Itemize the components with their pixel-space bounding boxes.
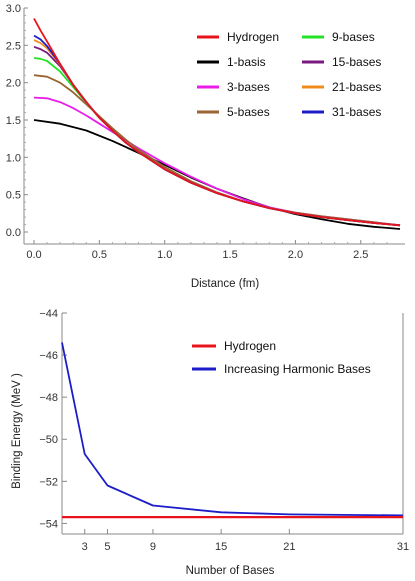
- bottom-series-lines: [61, 342, 404, 519]
- bottom-x-tick-label: 3: [82, 541, 88, 553]
- legend-label: 3-bases: [227, 80, 270, 94]
- top-axes: 0.0 0.5 1.0 1.5 2.0 2.5 3.0 0.0 0.5 1.0 1.5 2.0 2.5: [6, 3, 405, 261]
- top-series-lines: [33, 18, 401, 230]
- top-y-tick-label: 3.0: [6, 3, 21, 15]
- top-x-tick-label: 1.5: [222, 249, 237, 261]
- legend-label: Hydrogen: [224, 339, 276, 353]
- bottom-axes: −44 −46 −48 −50 −52 −54 3 5 9 15 21 31: [39, 308, 409, 553]
- bottom-x-tick-label: 21: [283, 541, 295, 553]
- bottom-y-tick-label: −50: [39, 434, 58, 446]
- top-y-tick-label: 0.5: [6, 190, 21, 202]
- bottom-y-tick-label: −44: [39, 308, 58, 320]
- top-x-tick-label: 0.5: [92, 249, 107, 261]
- bottom-y-tick-label: −46: [39, 350, 58, 362]
- top-x-tick-label: 2.0: [288, 249, 303, 261]
- legend-label: 1-basis: [227, 55, 266, 69]
- legend-label: 31-bases: [332, 105, 381, 119]
- bottom-y-axis-title: Binding Energy (MeV ): [11, 373, 23, 489]
- series-line-increasing-harmonic-bases: [61, 342, 404, 517]
- bottom-x-tick-label: 5: [104, 541, 110, 553]
- top-y-tick-label: 1.0: [6, 152, 21, 164]
- bottom-y-tick-label: −54: [39, 518, 58, 530]
- legend-label: 15-bases: [332, 55, 381, 69]
- bottom-y-tick-label: −48: [39, 392, 58, 404]
- legend-label: Increasing Harmonic Bases: [224, 362, 371, 376]
- top-x-tick-label: 0.0: [26, 249, 41, 261]
- bottom-x-tick-label: 15: [215, 541, 227, 553]
- top-y-tick-label: 2.0: [6, 78, 21, 90]
- legend-label: 9-bases: [332, 30, 375, 44]
- bottom-legend: Hydrogen Increasing Harmonic Bases: [192, 339, 371, 376]
- legend-label: Hydrogen: [227, 30, 279, 44]
- top-y-tick-label: 2.5: [6, 40, 21, 52]
- series-line-hydrogen: [33, 18, 401, 227]
- top-x-tick-label: 2.5: [353, 249, 368, 261]
- legend-label: 21-bases: [332, 80, 381, 94]
- bottom-x-tick-label: 31: [397, 541, 409, 553]
- top-y-tick-label: 1.5: [6, 115, 21, 127]
- top-legend: Hydrogen 1-basis 3-bases 5-bases 9-bases 15-b…: [197, 30, 381, 119]
- wavefunction-chart: 0.00.51.01.52.02.53.00.0 0.5 1.0 1.5 2.0 2.5 …: [6, 3, 405, 290]
- bottom-y-tick-label: −52: [39, 476, 58, 488]
- bottom-x-tick-label: 9: [150, 541, 156, 553]
- top-x-tick-label: 1.0: [157, 249, 172, 261]
- top-y-tick-label: 0.0: [6, 227, 21, 239]
- top-x-axis-title: Distance (fm): [191, 278, 260, 290]
- legend-label: 5-bases: [227, 105, 270, 119]
- bottom-x-axis-title: Number of Bases: [186, 565, 275, 577]
